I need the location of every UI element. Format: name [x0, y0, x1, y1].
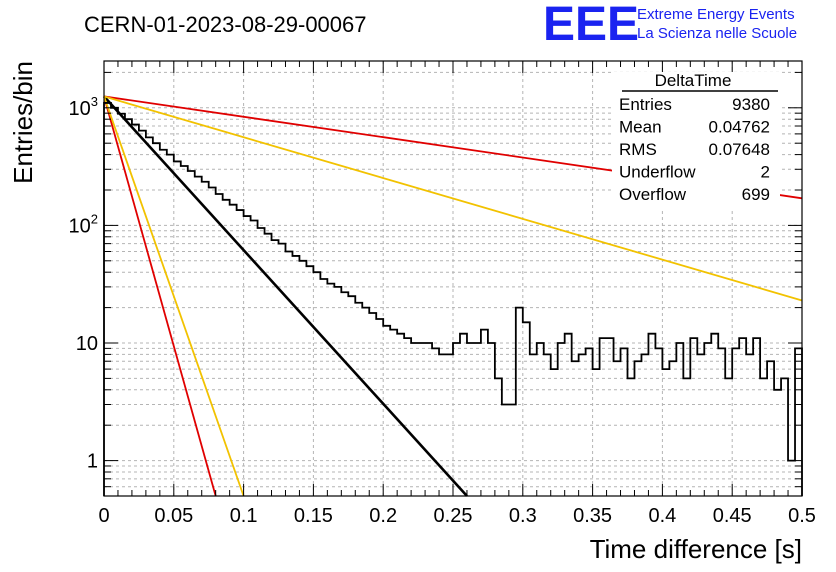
stats-label: Underflow	[619, 163, 696, 182]
fit-line	[103, 95, 468, 497]
stats-label: Overflow	[619, 185, 687, 204]
stats-box-background	[612, 72, 780, 210]
stats-rows: Entries 9380 Mean 0.04762 RMS 0.07648 Underflo…	[619, 95, 770, 204]
stats-label: Mean	[619, 118, 662, 137]
stats-value: 2	[761, 163, 770, 182]
x-tick-label: 0.45	[713, 505, 752, 527]
x-tick-label: 0.15	[294, 505, 333, 527]
x-tick-label: 0	[98, 505, 109, 527]
yellow-curve-slow	[103, 95, 803, 302]
x-tick-label: 0.2	[369, 505, 397, 527]
y-tick-exponent: 2	[91, 211, 98, 226]
stats-label: Entries	[619, 95, 672, 114]
run-title: CERN-01-2023-08-29-00067	[84, 12, 367, 37]
grid	[104, 61, 802, 497]
y-tick-label: 10	[76, 333, 98, 355]
stats-box: DeltaTime Entries 9380 Mean 0.04762 RMS 0.076…	[612, 71, 780, 210]
y-tick-label: 1	[87, 451, 98, 473]
x-tick-labels: 0 0.05 0.1 0.15 0.2 0.25 0.3 0.35 0.4 0.45 0.5	[98, 505, 815, 527]
stats-value: 699	[742, 185, 770, 204]
y-axis-title: Entries/bin	[8, 61, 38, 184]
x-tick-label: 0.25	[434, 505, 473, 527]
stats-value: 0.04762	[709, 118, 770, 137]
red-curve-fast	[103, 96, 217, 497]
logo-line-2: La Scienza nelle Scuole	[637, 25, 797, 42]
y-tick-exponent: 3	[91, 94, 98, 109]
logo-letters: EEE	[543, 0, 639, 51]
stats-value: 9380	[732, 95, 770, 114]
eee-logo: EEE Extreme Energy Events La Scienza nel…	[543, 0, 797, 51]
x-tick-label: 0.35	[573, 505, 612, 527]
stats-value: 0.07648	[709, 140, 770, 159]
stats-box-name: DeltaTime	[655, 71, 732, 90]
histogram	[103, 102, 803, 496]
x-tick-label: 0.05	[154, 505, 193, 527]
logo-line-1: Extreme Energy Events	[637, 6, 795, 23]
x-tick-label: 0.4	[648, 505, 676, 527]
x-tick-label: 0.1	[230, 505, 258, 527]
x-tick-label: 0.5	[788, 505, 816, 527]
x-tick-label: 0.3	[509, 505, 537, 527]
axis-ticks	[103, 61, 803, 497]
yellow-curve-fast	[103, 96, 245, 497]
x-axis-title: Time difference [s]	[590, 534, 802, 564]
histogram-outline	[103, 102, 803, 496]
stats-label: RMS	[619, 140, 657, 159]
